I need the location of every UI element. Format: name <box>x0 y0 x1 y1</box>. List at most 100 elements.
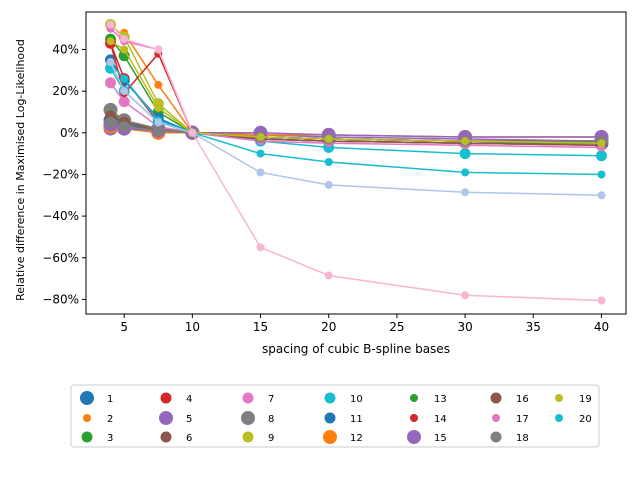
y-tick-label: −80% <box>42 292 79 306</box>
data-point <box>597 296 606 305</box>
x-tick-label: 20 <box>321 320 336 334</box>
legend-item-20: 20 <box>555 414 592 425</box>
x-tick-label: 35 <box>526 320 541 334</box>
x-axis-label: spacing of cubic B-spline bases <box>262 342 450 356</box>
legend-marker <box>159 411 173 425</box>
series-layer <box>103 19 609 305</box>
data-point <box>154 118 163 127</box>
legend-item-2: 2 <box>83 414 113 425</box>
y-tick-label: 0% <box>60 126 79 140</box>
series-22 <box>106 20 606 305</box>
legend-item-10: 10 <box>324 392 363 405</box>
data-point <box>106 37 115 46</box>
data-point <box>105 77 116 89</box>
x-tick-label: 30 <box>457 320 472 334</box>
series-line <box>109 23 602 302</box>
data-point <box>154 45 163 54</box>
series-line <box>110 115 602 147</box>
legend-marker <box>490 392 502 404</box>
data-point <box>120 35 129 44</box>
legend-label: 5 <box>186 414 192 425</box>
legend-item-15: 15 <box>407 430 447 444</box>
legend-item-8: 8 <box>241 411 274 425</box>
legend-item-16: 16 <box>490 392 529 405</box>
legend-marker <box>160 392 172 404</box>
data-point <box>120 87 129 96</box>
legend-item-9: 9 <box>242 431 274 444</box>
legend-label: 2 <box>107 414 113 425</box>
legend-marker <box>324 392 336 404</box>
legend-marker <box>492 414 500 422</box>
data-point <box>118 96 130 108</box>
data-point <box>461 168 470 177</box>
data-point <box>154 103 163 112</box>
data-point <box>461 137 470 146</box>
legend-marker <box>407 430 421 444</box>
legend-marker <box>242 431 254 443</box>
x-tick-label: 10 <box>185 320 200 334</box>
legend-label: 4 <box>186 394 192 405</box>
data-point <box>105 116 116 128</box>
legend-label: 19 <box>579 394 592 405</box>
legend-item-17: 17 <box>492 414 529 425</box>
legend-item-6: 6 <box>160 431 192 444</box>
legend-item-18: 18 <box>490 431 529 444</box>
data-point <box>256 149 265 158</box>
data-point <box>256 168 265 177</box>
series-4 <box>105 37 607 151</box>
x-tick-label: 25 <box>389 320 404 334</box>
legend-label: 17 <box>516 414 529 425</box>
data-point <box>256 133 265 141</box>
legend-label: 18 <box>516 433 529 444</box>
legend-label: 6 <box>186 433 192 444</box>
data-point <box>324 158 333 166</box>
legend-marker <box>81 431 93 443</box>
legend-item-11: 11 <box>324 412 363 425</box>
legend-label: 14 <box>434 414 447 425</box>
legend-marker <box>242 392 254 404</box>
legend-label: 11 <box>350 414 363 425</box>
data-point <box>597 139 606 148</box>
axes-border <box>85 11 627 315</box>
legend-marker <box>410 414 418 422</box>
legend-label: 15 <box>434 433 447 444</box>
data-point <box>459 148 471 160</box>
y-tick-label: −60% <box>42 251 79 265</box>
legend-marker <box>410 394 418 402</box>
legend-label: 13 <box>434 394 447 405</box>
data-point <box>597 170 606 179</box>
legend-label: 12 <box>350 433 363 444</box>
legend-marker <box>241 411 255 425</box>
series-line <box>109 28 602 149</box>
x-tick-label: 15 <box>253 320 268 334</box>
y-tick-label: −20% <box>42 167 79 181</box>
series-line <box>109 61 602 197</box>
x-axis: 5 10 15 20 25 30 35 40 <box>120 314 609 334</box>
data-point <box>256 243 265 252</box>
y-tick-label: 40% <box>52 42 79 56</box>
legend-item-14: 14 <box>410 414 447 425</box>
legend-marker <box>83 414 91 422</box>
data-point <box>120 45 129 54</box>
data-point <box>106 58 115 66</box>
series-20 <box>106 60 606 179</box>
x-tick-label: 40 <box>594 320 609 334</box>
legend-item-5: 5 <box>159 411 192 425</box>
legend-label: 9 <box>268 433 274 444</box>
legend-item-13: 13 <box>410 394 447 405</box>
legend-label: 3 <box>107 433 113 444</box>
legend-label: 7 <box>268 394 274 405</box>
data-point <box>106 20 115 29</box>
legend-item-7: 7 <box>242 392 274 405</box>
data-point <box>152 125 164 137</box>
y-axis: 40% 20% 0% −20% −40% −60% −80% <box>42 42 86 306</box>
legend-label: 10 <box>350 394 363 405</box>
legend-item-3: 3 <box>81 431 113 444</box>
data-point <box>597 191 606 200</box>
data-point <box>596 150 607 162</box>
data-point <box>324 180 333 189</box>
series-line <box>110 40 602 144</box>
series-line <box>109 63 602 176</box>
y-tick-label: 20% <box>52 84 79 98</box>
